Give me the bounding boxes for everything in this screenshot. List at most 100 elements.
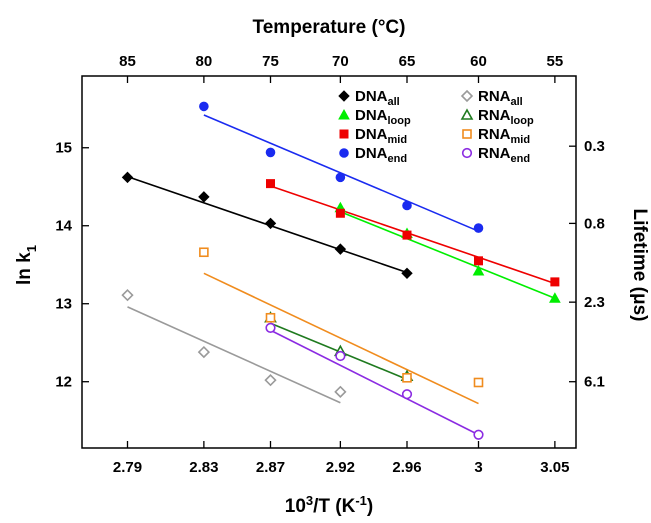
point-rna-end	[473, 429, 484, 440]
legend-label-dna-end: DNAend	[355, 145, 407, 165]
top-tick-label: 85	[119, 53, 136, 70]
point-dna-end	[335, 172, 346, 183]
top-tick-label: 65	[399, 53, 416, 70]
point-dna-end	[473, 223, 484, 233]
legend-label-rna-all: RNAall	[478, 88, 523, 108]
fit-line-dna-loop	[340, 210, 556, 300]
legend-label-sub: all	[388, 96, 400, 108]
fit-line-rna-all	[127, 306, 341, 404]
legend-marker-rna-end	[461, 147, 473, 159]
x-tick-label: 2.92	[326, 459, 355, 476]
legend-label-sub: all	[511, 96, 523, 108]
legend-label-base: RNA	[478, 107, 511, 124]
legend-marker-rna-loop	[460, 108, 474, 120]
point-rna-mid	[402, 373, 412, 383]
right-tick-label: 6.1	[584, 374, 605, 391]
y-tick-label: 15	[55, 140, 72, 157]
point-dna-mid	[335, 208, 345, 218]
point-dna-end	[265, 147, 276, 158]
legend-label-sub: loop	[388, 115, 411, 127]
x-axis-title: 103/T (K-1)	[285, 493, 373, 517]
legend-marker-dna-end	[339, 148, 349, 158]
right-tick-label: 0.3	[584, 138, 605, 155]
point-rna-mid	[473, 377, 484, 388]
legend: DNAallDNAloopDNAmidDNAendRNAallRNAloopRN…	[338, 88, 534, 165]
point-dna-end	[199, 101, 209, 112]
legend-label-rna-mid: RNAmid	[478, 126, 530, 146]
y-tick-label: 13	[55, 296, 72, 313]
x-tick-label: 2.87	[256, 459, 285, 476]
point-rna-mid	[199, 247, 209, 258]
point-rna-mid	[265, 312, 276, 323]
legend-label-sub: mid	[388, 134, 408, 146]
legend-label-rna-end: RNAend	[478, 145, 530, 165]
x-tick-label: 2.79	[113, 459, 142, 476]
point-dna-mid	[550, 277, 560, 287]
point-rna-end	[265, 322, 276, 333]
legend-label-dna-loop: DNAloop	[355, 107, 411, 127]
point-dna-all	[264, 217, 277, 230]
fit-line-rna-mid	[203, 272, 479, 405]
point-dna-end	[402, 200, 412, 211]
plot-frame	[81, 75, 577, 449]
legend-label-base: RNA	[478, 145, 511, 162]
y-axis-title-sub: 1	[24, 245, 39, 252]
top-tick-label: 75	[262, 53, 279, 70]
point-rna-all	[197, 345, 211, 359]
top-tick-label: 60	[470, 53, 487, 70]
legend-marker-dna-all	[338, 90, 350, 102]
x-axis-title-mid: /T (K	[313, 496, 355, 517]
fit-lines	[127, 114, 556, 436]
top-tick-label: 80	[196, 53, 213, 70]
legend-label-sub: mid	[511, 134, 531, 146]
point-dna-mid	[402, 230, 412, 240]
legend-label-sub: end	[388, 153, 408, 165]
legend-label-rna-loop: RNAloop	[478, 107, 534, 127]
legend-label-dna-all: DNAall	[355, 88, 400, 108]
point-dna-loop	[549, 292, 561, 303]
right-tick-label: 0.8	[584, 215, 605, 232]
point-rna-end	[401, 389, 413, 400]
x-axis-title-end: )	[367, 496, 373, 517]
point-rna-all	[121, 289, 134, 302]
top-tick-label: 55	[547, 53, 564, 70]
fit-line-rna-end	[270, 329, 479, 436]
point-rna-all	[334, 385, 347, 398]
y-tick-label: 12	[55, 374, 72, 391]
point-rna-end	[335, 350, 346, 362]
x-tick-label: 3.05	[540, 459, 569, 476]
right-axis-title: Lifetime (μs)	[629, 209, 650, 322]
point-dna-all	[334, 243, 347, 255]
legend-label-base: RNA	[478, 126, 511, 143]
legend-label-base: DNA	[355, 107, 388, 124]
point-dna-all	[401, 267, 413, 280]
x-axis-title-sup: 3	[306, 493, 313, 508]
point-dna-all	[198, 191, 210, 203]
tick-layer: 2.79 2.83 2.87 2.92 2.96 3 3.05 85 80 75 70 65 60 55 1…	[55, 53, 605, 476]
point-dna-mid	[266, 179, 275, 189]
legend-marker-rna-mid	[462, 129, 472, 139]
legend-label-sub: loop	[511, 115, 534, 127]
legend-label-dna-mid: DNAmid	[355, 126, 407, 146]
point-dna-loop	[472, 264, 485, 276]
y-axis-title: ln k1	[14, 245, 39, 285]
point-dna-mid	[474, 256, 483, 266]
y-tick-label: 14	[55, 218, 72, 235]
data-points	[121, 101, 561, 440]
right-tick-label: 2.3	[584, 294, 605, 311]
top-tick-label: 70	[332, 53, 349, 70]
point-dna-all	[121, 171, 134, 184]
x-axis-title-sup2: -1	[355, 493, 367, 508]
point-rna-all	[264, 374, 277, 387]
legend-label-sub: end	[511, 153, 531, 165]
legend-label-base: DNA	[355, 88, 388, 105]
x-axis-title-base: 10	[285, 496, 306, 517]
legend-label-base: DNA	[355, 126, 388, 143]
legend-label-base: RNA	[478, 88, 511, 105]
legend-marker-rna-all	[460, 89, 474, 103]
legend-label-base: DNA	[355, 145, 388, 162]
y-axis-title-base: ln k	[14, 252, 35, 285]
fit-line-dna-mid	[270, 185, 556, 285]
x-tick-label: 2.83	[189, 459, 218, 476]
